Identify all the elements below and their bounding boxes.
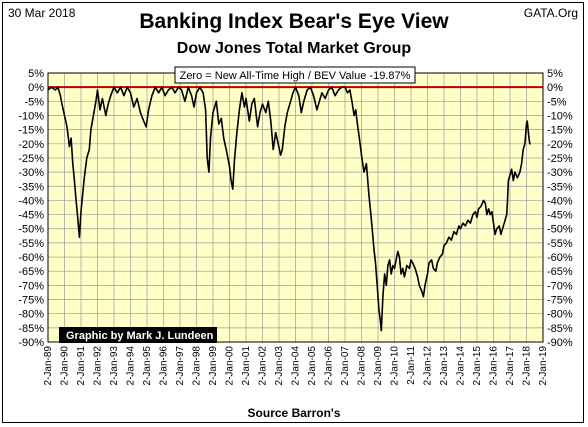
y-tick-label-right: -15% [547, 125, 573, 137]
y-tick-label-right: -65% [547, 266, 573, 278]
y-tick-label-left: -65% [18, 266, 44, 278]
y-tick-label-right: -50% [547, 224, 573, 236]
x-tick-label: 2-Jan-10 [390, 346, 401, 386]
x-tick-label: 2-Jan-96 [159, 346, 170, 386]
y-tick-label-right: -85% [547, 323, 573, 335]
y-tick-label-right: -10% [547, 110, 573, 122]
y-tick-label-left: -35% [18, 181, 44, 193]
x-tick-label: 2-Jan-09 [373, 346, 384, 386]
y-tick-label-left: -60% [18, 252, 44, 264]
x-tick-label: 2-Jan-89 [43, 346, 54, 386]
x-tick-label: 2-Jan-03 [274, 346, 285, 386]
x-tick-label: 2-Jan-08 [357, 346, 368, 386]
source-label: Source Barron's [247, 406, 341, 420]
annotation-text: Zero = New All-Time High / BEV Value -19… [180, 70, 411, 82]
y-tick-label-right: -90% [547, 337, 573, 349]
x-tick-label: 2-Jan-16 [489, 346, 500, 386]
x-tick-label: 2-Jan-98 [192, 346, 203, 386]
y-tick-label-right: -60% [547, 252, 573, 264]
y-tick-label-right: -45% [547, 210, 573, 222]
x-tick-label: 2-Jan-00 [225, 346, 236, 386]
y-tick-label-left: 0% [28, 82, 44, 94]
y-tick-label-left: -45% [18, 210, 44, 222]
y-tick-label-right: -35% [547, 181, 573, 193]
y-tick-label-left: -10% [18, 110, 44, 122]
y-tick-label-right: -5% [547, 96, 567, 108]
y-tick-label-right: -20% [547, 139, 573, 151]
y-tick-label-right: -80% [547, 309, 573, 321]
x-tick-label: 2-Jan-92 [93, 346, 104, 386]
y-tick-label-right: 0% [547, 82, 563, 94]
x-tick-label: 2-Jan-05 [307, 346, 318, 386]
x-tick-label: 2-Jan-91 [76, 346, 87, 386]
y-tick-label-left: -50% [18, 224, 44, 236]
x-tick-label: 2-Jan-19 [538, 346, 549, 386]
y-tick-label-right: 5% [547, 68, 563, 80]
x-gridlines [47, 73, 544, 342]
x-tick-label: 2-Jan-97 [175, 346, 186, 386]
y-tick-label-left: -70% [18, 280, 44, 292]
y-tick-label-left: -55% [18, 238, 44, 250]
x-axis-labels: 2-Jan-89 2-Jan-90 2-Jan-91 2-Jan-92 2-Jan-93… [43, 346, 549, 386]
x-tick-label: 2-Jan-06 [324, 346, 335, 386]
series-line-bev [47, 86, 531, 332]
x-tick-label: 2-Jan-11 [406, 346, 417, 385]
site-label: GATA.Org [523, 6, 578, 20]
y-tick-label-left: -20% [18, 139, 44, 151]
x-tick-label: 2-Jan-12 [423, 346, 434, 386]
date-label: 30 Mar 2018 [8, 6, 76, 20]
credit-text: Graphic by Mark J. Lundeen [66, 330, 214, 342]
chart-subtitle: Dow Jones Total Market Group [176, 40, 412, 57]
y-tick-label-right: -40% [547, 195, 573, 207]
y-tick-label-right: -75% [547, 295, 573, 307]
x-tick-label: 2-Jan-95 [142, 346, 153, 386]
chart-title: Banking Index Bear's Eye View [139, 10, 449, 33]
x-tick-label: 2-Jan-93 [109, 346, 120, 386]
x-tick-label: 2-Jan-04 [291, 346, 302, 386]
x-tick-label: 2-Jan-15 [472, 346, 483, 386]
x-tick-label: 2-Jan-99 [208, 346, 219, 386]
y-axis-right-labels: 5% 0% -5% -10% -15% -20% -25% -30% -35% -40% -45% -… [547, 68, 573, 349]
x-tick-label: 2-Jan-18 [522, 346, 533, 386]
y-tick-label-left: 5% [28, 68, 44, 80]
x-tick-label: 2-Jan-90 [60, 346, 71, 386]
y-tick-label-left: -40% [18, 195, 44, 207]
x-tick-label: 2-Jan-02 [258, 346, 269, 386]
y-tick-label-right: -25% [547, 153, 573, 165]
x-tick-label: 2-Jan-07 [340, 346, 351, 386]
x-tick-label: 2-Jan-01 [241, 346, 252, 386]
y-tick-label-right: -55% [547, 238, 573, 250]
annotation-box: Zero = New All-Time High / BEV Value -19… [174, 66, 416, 84]
y-tick-label-left: -25% [18, 153, 44, 165]
x-tick-label: 2-Jan-13 [439, 346, 450, 386]
y-tick-label-left: -90% [18, 337, 44, 349]
x-tick-label: 2-Jan-94 [126, 346, 137, 386]
x-tick-label: 2-Jan-17 [505, 346, 516, 386]
x-tick-label: 2-Jan-14 [456, 346, 467, 386]
credit-box: Graphic by Mark J. Lundeen [59, 327, 217, 343]
y-tick-label-left: -80% [18, 309, 44, 321]
y-tick-label-left: -75% [18, 295, 44, 307]
y-tick-label-left: -15% [18, 125, 44, 137]
y-axis-left-labels: 5% 0% -5% -10% -15% -20% -25% -30% -35% -40% -45% -… [18, 68, 44, 349]
y-tick-label-left: -85% [18, 323, 44, 335]
y-tick-label-left: -5% [24, 96, 44, 108]
y-tick-label-right: -30% [547, 167, 573, 179]
y-tick-label-right: -70% [547, 280, 573, 292]
y-tick-label-left: -30% [18, 167, 44, 179]
